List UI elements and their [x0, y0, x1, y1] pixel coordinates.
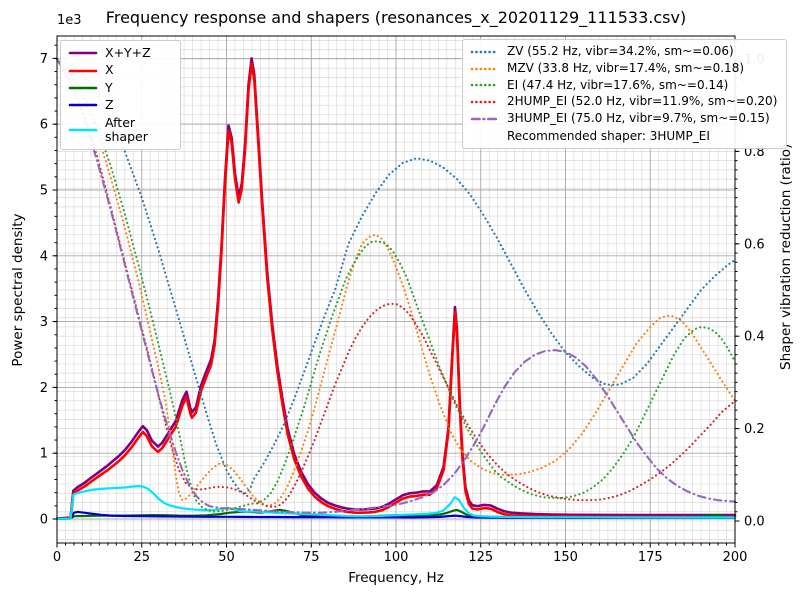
legend-entry-label: 2HUMP_EI (52.0 Hz, vibr=11.9%, sm~=0.20)	[507, 94, 778, 109]
legend-entry-label: After shaper	[105, 114, 148, 144]
legend-entry-x: X	[68, 62, 171, 78]
legend-entry-after: After shaper	[68, 114, 171, 145]
legend-entry-y: Y	[68, 79, 171, 95]
y-left-tick-label: 5	[40, 184, 48, 199]
legend-line-sample-y	[68, 86, 98, 90]
x-tick-label: 175	[638, 550, 663, 565]
axis-ticks	[52, 40, 740, 548]
y-right-tick-label: 0.0	[744, 515, 765, 530]
legend-recommended-note: Recommended shaper: 3HUMP_EI	[507, 128, 710, 143]
legend-entry-label: Y	[105, 79, 113, 95]
legend-entry-ei: EI (47.4 Hz, vibr=17.6%, sm~=0.14)	[470, 77, 777, 93]
legend-entry-label: X	[105, 62, 114, 78]
series-x	[55, 62, 737, 520]
legend-entry-label: 3HUMP_EI (75.0 Hz, vibr=9.7%, sm~=0.15)	[507, 111, 770, 126]
x-tick-label: 125	[468, 550, 493, 565]
legend-shapers: ZV (55.2 Hz, vibr=34.2%, sm~=0.06) MZV (3…	[462, 39, 788, 149]
legend-entry-label: EI (47.4 Hz, vibr=17.6%, sm~=0.14)	[507, 77, 729, 92]
legend-entry-zv: ZV (55.2 Hz, vibr=34.2%, sm~=0.06)	[470, 44, 777, 59]
legend-entry-z: Z	[68, 97, 171, 113]
y-left-tick-label: 2	[40, 381, 48, 396]
legend-line-sample-hump2	[470, 100, 500, 104]
y-left-tick-label: 7	[40, 52, 48, 67]
y-right-tick-label: 0.2	[744, 422, 765, 437]
x-tick-label: 75	[303, 550, 320, 565]
series-mzv	[55, 57, 737, 507]
y-right-tick-label: 0.6	[744, 237, 765, 252]
y-left-tick-label: 6	[40, 118, 48, 133]
legend-line-sample-mzv	[470, 67, 500, 70]
legend-series: X+Y+Z X Y Z After shaper	[60, 40, 181, 151]
legend-line-sample-x	[68, 69, 98, 72]
x-tick-label: 25	[133, 550, 150, 565]
y-left-axis-label: Power spectral density	[10, 213, 26, 367]
series-zv	[55, 57, 737, 495]
y-right-tick-label: 0.4	[744, 330, 765, 345]
legend-line-sample-xyz	[68, 51, 98, 55]
series-xyz	[55, 57, 737, 520]
y-left-offset-text: 1e3	[57, 13, 82, 28]
legend-line-sample-ei	[470, 84, 500, 87]
legend-line-sample-hump3	[470, 117, 500, 121]
x-tick-label: 100	[384, 550, 409, 565]
y-right-axis-label: Shaper vibration reduction (ratio)	[778, 143, 794, 370]
legend-entry-label: Z	[105, 97, 114, 113]
tick-labels: 0 25 50 75 100 125 150 175 200 0 1 2 3 4 5 6 7 0.0 0.2 0.4 0…	[40, 52, 765, 565]
legend-entry-label: MZV (33.8 Hz, vibr=17.4%, sm~=0.18)	[507, 60, 745, 75]
y-left-tick-label: 0	[40, 513, 48, 528]
series-hump3	[55, 57, 737, 514]
plot-title: Frequency response and shapers (resonanc…	[105, 8, 687, 27]
y-left-tick-label: 1	[40, 447, 48, 462]
legend-entry-xyz: X+Y+Z	[68, 45, 171, 60]
legend-line-sample-after	[68, 128, 98, 132]
legend-entry-label: X+Y+Z	[105, 45, 151, 60]
x-axis-label: Frequency, Hz	[348, 570, 444, 586]
x-tick-label: 50	[218, 550, 235, 565]
legend-entry-hump2: 2HUMP_EI (52.0 Hz, vibr=11.9%, sm~=0.20)	[470, 95, 777, 109]
series-after	[55, 485, 737, 520]
y-left-tick-label: 3	[40, 315, 48, 330]
legend-entry-mzv: MZV (33.8 Hz, vibr=17.4%, sm~=0.18)	[470, 60, 777, 76]
x-tick-label: 0	[53, 550, 61, 565]
legend-entry-label: ZV (55.2 Hz, vibr=34.2%, sm~=0.06)	[507, 44, 734, 58]
x-tick-label: 150	[553, 550, 578, 565]
legend-entry-hump3: 3HUMP_EI (75.0 Hz, vibr=9.7%, sm~=0.15)	[470, 111, 777, 126]
series-ei	[55, 57, 737, 513]
y-left-tick-label: 4	[40, 249, 48, 264]
legend-line-sample-z	[68, 104, 98, 107]
legend-line-sample-zv	[470, 50, 500, 54]
x-tick-label: 200	[723, 550, 748, 565]
